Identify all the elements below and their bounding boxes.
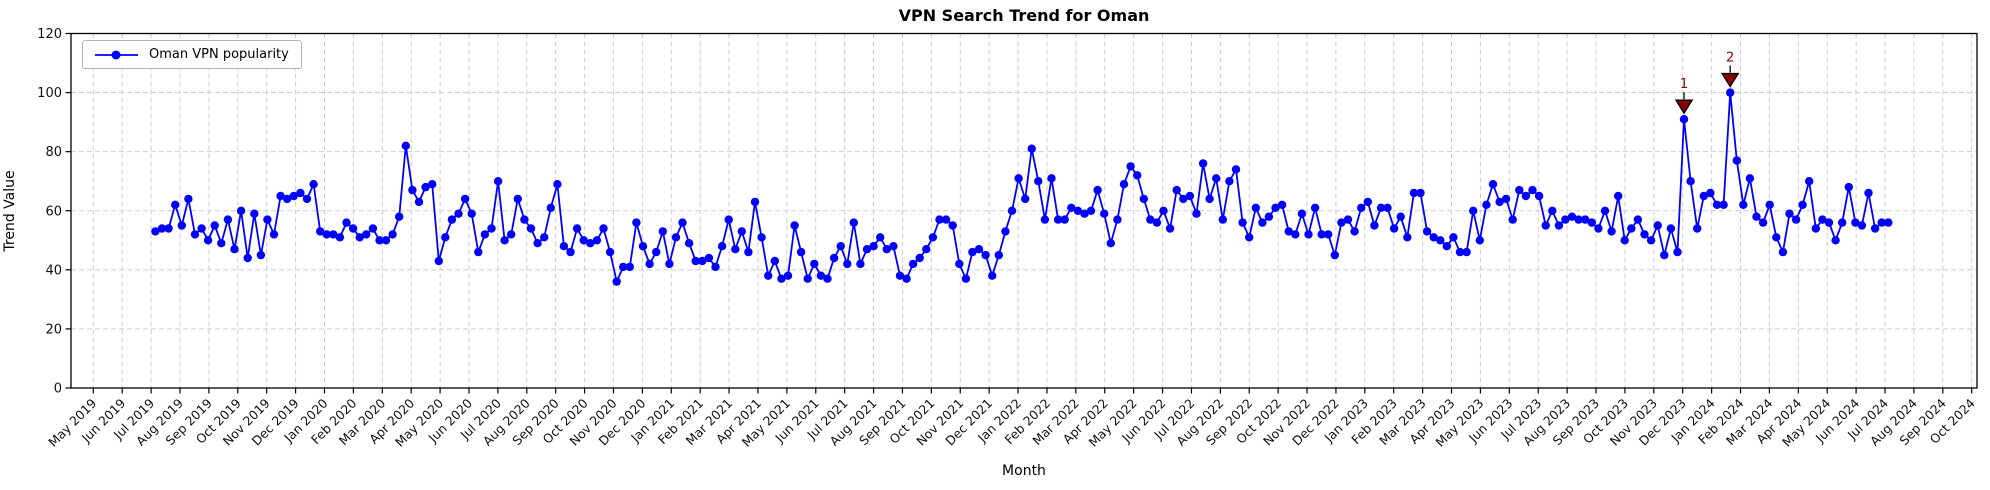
x-axis-label: Month bbox=[1002, 463, 1046, 479]
data-point-markers bbox=[151, 88, 1893, 286]
grid-lines bbox=[71, 33, 1977, 389]
y-tick-label: 60 bbox=[45, 204, 62, 219]
y-tick-label: 0 bbox=[54, 382, 62, 397]
down-triangle-icon bbox=[1720, 72, 1740, 88]
tick-marks bbox=[65, 32, 1973, 394]
annotation-label: 2 bbox=[1726, 51, 1734, 66]
y-tick-label: 40 bbox=[45, 263, 62, 278]
annotation-marker: 2 bbox=[1720, 51, 1740, 88]
annotation-marker: 1 bbox=[1674, 77, 1694, 115]
y-tick-label: 120 bbox=[37, 27, 62, 42]
annotation-label: 1 bbox=[1680, 77, 1688, 92]
legend-line-marker-icon bbox=[95, 50, 138, 59]
y-axis-label: Trend Value bbox=[2, 170, 18, 252]
y-tick-label: 80 bbox=[45, 145, 62, 160]
chart-title: VPN Search Trend for Oman bbox=[898, 6, 1150, 25]
y-tick-labels: 0 20 40 60 80 100 120 bbox=[37, 27, 62, 397]
down-triangle-icon bbox=[1674, 99, 1694, 115]
legend-label: Oman VPN popularity bbox=[149, 47, 289, 62]
y-tick-label: 20 bbox=[45, 322, 62, 337]
y-tick-label: 100 bbox=[37, 86, 62, 101]
legend: Oman VPN popularity bbox=[82, 40, 302, 69]
